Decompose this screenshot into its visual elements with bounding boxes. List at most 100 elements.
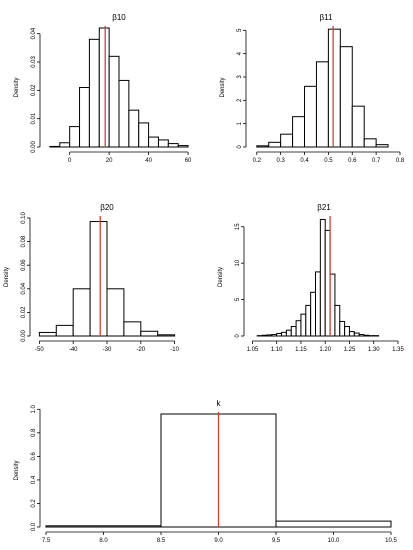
histogram-bar <box>261 334 268 337</box>
y-tick-label: 3 <box>237 75 243 79</box>
histogram-bar <box>266 334 273 337</box>
x-tick-label: 40 <box>145 158 152 164</box>
x-tick-label: 0.6 <box>348 158 357 164</box>
x-tick-label: 7.5 <box>42 538 51 544</box>
y-tick-label: 0.02 <box>31 84 37 96</box>
panel-title: k <box>217 399 222 408</box>
histogram-bar <box>138 122 150 148</box>
x-tick-label: 1.10 <box>271 347 283 353</box>
y-tick-label: 0.0 <box>31 522 37 531</box>
y-tick-label: 0.6 <box>31 452 37 461</box>
y-tick-label: 0.2 <box>31 499 37 508</box>
histogram-panel-0: β10 0 20 40 60 0.00 0.01 0.02 0.03 0.04 Density <box>14 13 192 164</box>
y-tick-label: 0.00 <box>31 141 37 153</box>
y-tick-label: 0 <box>235 334 241 338</box>
histogram-panel-2: β20 -50 -40 -30 -20 -10 0.00 0.02 0.04 0.06 0.08 0.… <box>4 203 180 353</box>
y-tick-label: 0.04 <box>21 282 27 294</box>
x-tick-label: -10 <box>170 347 179 353</box>
x-tick-label: 0.8 <box>396 158 405 164</box>
x-tick-label: -40 <box>69 347 78 353</box>
histogram-bar <box>329 273 336 337</box>
histogram-bar <box>351 105 365 148</box>
y-tick-label: 10 <box>235 259 241 266</box>
histogram-bar <box>108 55 120 148</box>
x-tick-label: 10.0 <box>328 538 340 544</box>
y-axis-label: Density <box>14 460 20 480</box>
y-tick-label: 0.04 <box>31 27 37 39</box>
histogram-bar <box>315 61 329 148</box>
y-tick-label: 1 <box>237 121 243 125</box>
y-axis-label: Density <box>218 267 224 287</box>
histogram-bar <box>128 109 140 148</box>
y-tick-label: 0.10 <box>21 212 27 224</box>
y-tick-label: 4 <box>237 51 243 55</box>
x-tick-label: -30 <box>103 347 112 353</box>
x-tick-label: 0.2 <box>253 158 262 164</box>
histogram-bar <box>88 38 100 148</box>
histogram-bar <box>348 331 355 337</box>
histogram-bar <box>69 126 81 148</box>
panel-title: β20 <box>100 203 114 212</box>
x-tick-label: 1.35 <box>392 347 404 353</box>
histogram-bar <box>339 320 346 337</box>
y-tick-label: 5 <box>237 28 243 32</box>
x-tick-label: 0.3 <box>276 158 285 164</box>
x-tick-label: 1.30 <box>368 347 380 353</box>
histogram-bar <box>98 27 110 148</box>
histogram-bar <box>89 221 108 337</box>
histogram-bar <box>140 330 159 337</box>
x-tick-label: 1.05 <box>247 347 259 353</box>
x-tick-label: 9.0 <box>214 538 223 544</box>
y-tick-label: 0.02 <box>21 306 27 318</box>
histogram-bar <box>363 138 377 148</box>
histogram-bar <box>334 304 341 337</box>
x-tick-label: 0.4 <box>300 158 309 164</box>
y-axis-label: Density <box>220 77 226 97</box>
histogram-bar <box>310 291 317 337</box>
y-tick-label: 0.4 <box>31 475 37 484</box>
histogram-bar <box>315 271 321 337</box>
x-tick-label: 9.5 <box>272 538 281 544</box>
histogram-bar <box>275 520 392 528</box>
histogram-bar <box>59 142 71 148</box>
histogram-bar <box>55 324 74 337</box>
histogram-bar <box>295 320 302 337</box>
x-tick-label: 0.5 <box>324 158 333 164</box>
histogram-bar <box>118 79 130 148</box>
x-tick-label: -20 <box>136 347 145 353</box>
histogram-bar <box>353 332 360 337</box>
y-tick-label: 5 <box>235 297 241 301</box>
histogram-bar <box>375 144 389 148</box>
panel-title: β11 <box>320 13 333 22</box>
y-tick-label: 1.0 <box>31 404 37 413</box>
histogram-bar <box>358 334 365 337</box>
x-tick-label: 0.7 <box>372 158 381 164</box>
histogram-panel-1: β11 0.2 0.3 0.4 0.5 0.6 0.7 0.8 0 1 2 3 4 5 Density <box>220 13 405 164</box>
y-axis-label: Density <box>14 77 20 97</box>
x-tick-label: 10.5 <box>385 538 397 544</box>
histogram-bar <box>339 46 353 148</box>
histogram-bar <box>106 288 125 337</box>
x-tick-label: -50 <box>35 347 44 353</box>
x-tick-label: 60 <box>185 158 192 164</box>
histogram-bar <box>167 143 179 148</box>
histogram-bar <box>45 525 162 528</box>
histogram-bar <box>285 329 292 337</box>
y-tick-label: 0.03 <box>31 56 37 68</box>
histogram-bar <box>304 85 317 148</box>
y-tick-label: 0.00 <box>21 330 27 342</box>
histogram-panel-4: k 7.5 8.0 8.5 9.0 9.5 10.0 10.5 0.0 0.2 0.4 0.6 0.8 1… <box>14 399 397 544</box>
histogram-bar <box>157 334 176 337</box>
histogram-bar <box>300 313 307 337</box>
y-tick-label: 2 <box>237 98 243 102</box>
histogram-bar <box>268 141 282 148</box>
histogram-bar <box>327 28 341 148</box>
histogram-bar <box>38 331 57 337</box>
histogram-bar <box>72 288 91 337</box>
y-axis-label: Density <box>4 267 10 287</box>
x-tick-label: 1.15 <box>295 347 307 353</box>
histogram-bar <box>280 133 294 148</box>
histogram-bar <box>271 334 278 337</box>
y-tick-label: 15 <box>235 223 241 230</box>
